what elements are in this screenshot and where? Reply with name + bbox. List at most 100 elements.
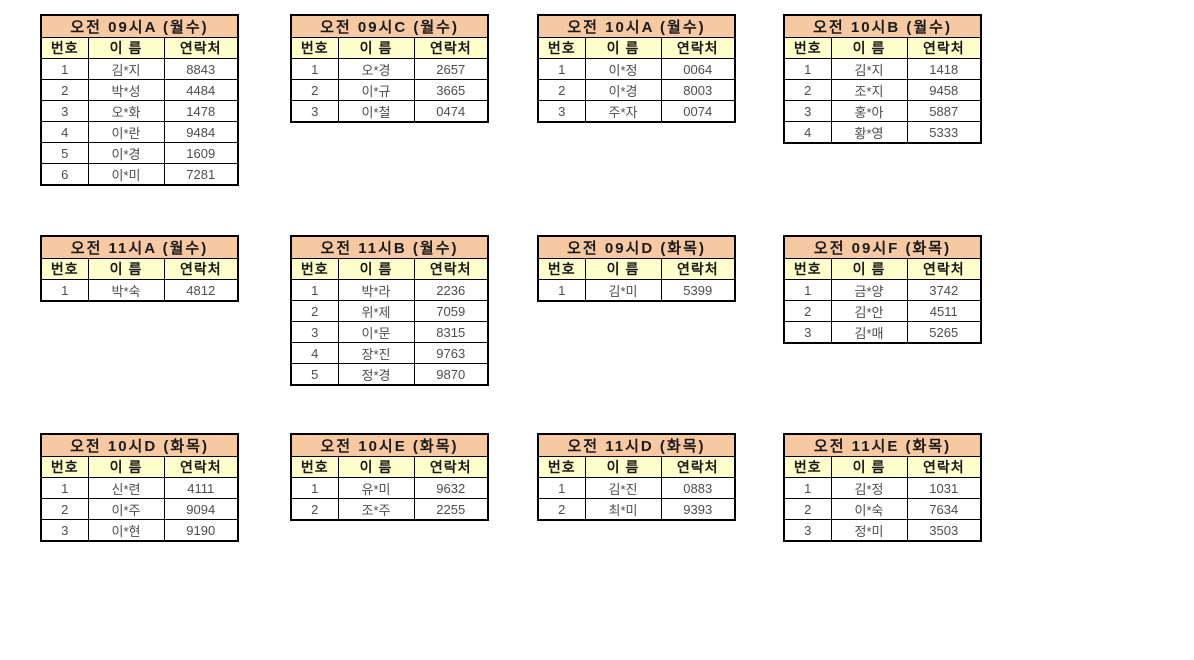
cell-number: 1 xyxy=(290,58,339,80)
cell-number: 5 xyxy=(290,363,339,386)
cell-contact: 9190 xyxy=(163,519,239,542)
cell-number: 2 xyxy=(783,300,832,322)
table-row: 3 김*매 5265 xyxy=(783,321,982,344)
table-row: 1 유*미 9632 xyxy=(290,477,489,499)
table-title-row: 오전 10시D (화목) xyxy=(40,433,239,457)
cell-name: 정*미 xyxy=(830,519,908,542)
column-header-row: 번호 이 름 연락처 xyxy=(290,37,489,59)
cell-contact: 4111 xyxy=(163,477,239,499)
table-row: 1 김*미 5399 xyxy=(537,279,736,302)
table-title: 오전 10시B (월수) xyxy=(783,14,982,38)
cell-contact: 9870 xyxy=(413,363,489,386)
column-header-row: 번호 이 름 연락처 xyxy=(290,258,489,280)
cell-number: 3 xyxy=(783,519,832,542)
cell-number: 3 xyxy=(40,519,89,542)
cell-number: 3 xyxy=(290,321,339,343)
col-header-name: 이 름 xyxy=(584,258,662,280)
col-header-name: 이 름 xyxy=(830,456,908,478)
cell-number: 2 xyxy=(40,498,89,520)
col-header-name: 이 름 xyxy=(830,37,908,59)
table-row: 2 조*주 2255 xyxy=(290,498,489,521)
cell-contact: 8315 xyxy=(413,321,489,343)
cell-number: 2 xyxy=(290,498,339,521)
table-title: 오전 11시A (월수) xyxy=(40,235,239,259)
table-title-row: 오전 11시D (화목) xyxy=(537,433,736,457)
column-header-row: 번호 이 름 연락처 xyxy=(537,258,736,280)
cell-name: 이*철 xyxy=(337,100,415,123)
col-header-number: 번호 xyxy=(537,258,586,280)
cell-number: 1 xyxy=(40,477,89,499)
cell-contact: 2236 xyxy=(413,279,489,301)
table-title: 오전 10시E (화목) xyxy=(290,433,489,457)
col-header-name: 이 름 xyxy=(830,258,908,280)
table-row: 2 김*안 4511 xyxy=(783,300,982,322)
table-title: 오전 10시A (월수) xyxy=(537,14,736,38)
cell-name: 이*규 xyxy=(337,79,415,101)
class-roster-table: 오전 11시B (월수) 번호 이 름 연락처 1 박*라 2236 2 위*제 7059… xyxy=(290,235,489,386)
table-title-row: 오전 11시A (월수) xyxy=(40,235,239,259)
table-row: 2 이*경 8003 xyxy=(537,79,736,101)
cell-number: 2 xyxy=(40,79,89,101)
table-row: 1 신*련 4111 xyxy=(40,477,239,499)
cell-number: 1 xyxy=(290,477,339,499)
class-roster-table: 오전 10시D (화목) 번호 이 름 연락처 1 신*련 4111 2 이*주 9094… xyxy=(40,433,240,542)
cell-name: 신*련 xyxy=(87,477,165,499)
cell-number: 1 xyxy=(783,58,832,80)
class-roster-table: 오전 11시D (화목) 번호 이 름 연락처 1 김*진 0883 2 최*미 9393 xyxy=(537,433,736,521)
table-title: 오전 09시F (화목) xyxy=(783,235,982,259)
col-header-contact: 연락처 xyxy=(413,37,489,59)
col-header-name: 이 름 xyxy=(584,456,662,478)
column-header-row: 번호 이 름 연락처 xyxy=(537,456,736,478)
cell-number: 1 xyxy=(40,58,89,80)
cell-name: 박*라 xyxy=(337,279,415,301)
col-header-number: 번호 xyxy=(290,37,339,59)
table-title-row: 오전 11시B (월수) xyxy=(290,235,489,259)
col-header-name: 이 름 xyxy=(337,37,415,59)
table-title: 오전 11시D (화목) xyxy=(537,433,736,457)
table-title-row: 오전 09시A (월수) xyxy=(40,14,239,38)
col-header-contact: 연락처 xyxy=(906,258,982,280)
cell-name: 황*영 xyxy=(830,121,908,144)
class-roster-table: 오전 11시E (화목) 번호 이 름 연락처 1 김*정 1031 2 이*숙 7634… xyxy=(783,433,983,542)
cell-number: 6 xyxy=(40,163,89,186)
cell-contact: 7281 xyxy=(163,163,239,186)
cell-number: 1 xyxy=(290,279,339,301)
cell-name: 이*란 xyxy=(87,121,165,143)
col-header-number: 번호 xyxy=(40,456,89,478)
table-row: 1 금*양 3742 xyxy=(783,279,982,301)
class-roster-table: 오전 11시A (월수) 번호 이 름 연락처 1 박*숙 4812 xyxy=(40,235,240,302)
table-row: 2 위*제 7059 xyxy=(290,300,489,322)
class-roster-table: 오전 09시C (월수) 번호 이 름 연락처 1 오*경 2657 2 이*규 3665… xyxy=(290,14,490,123)
cell-number: 2 xyxy=(537,79,586,101)
col-header-contact: 연락처 xyxy=(163,37,239,59)
table-row: 2 이*숙 7634 xyxy=(783,498,982,520)
table-row: 3 홍*아 5887 xyxy=(783,100,982,122)
cell-contact: 8003 xyxy=(660,79,736,101)
cell-name: 이*문 xyxy=(337,321,415,343)
col-header-name: 이 름 xyxy=(87,456,165,478)
cell-contact: 4511 xyxy=(906,300,982,322)
table-title-row: 오전 11시E (화목) xyxy=(783,433,982,457)
table-row: 1 오*경 2657 xyxy=(290,58,489,80)
cell-name: 장*진 xyxy=(337,342,415,364)
column-header-row: 번호 이 름 연락처 xyxy=(40,456,239,478)
cell-contact: 4812 xyxy=(163,279,239,302)
cell-contact: 9094 xyxy=(163,498,239,520)
cell-number: 1 xyxy=(783,477,832,499)
cell-number: 1 xyxy=(537,58,586,80)
cell-name: 김*매 xyxy=(830,321,908,344)
col-header-name: 이 름 xyxy=(584,37,662,59)
class-roster-table: 오전 09시A (월수) 번호 이 름 연락처 1 김*지 8843 2 박*성 4484… xyxy=(40,14,239,186)
cell-contact: 1478 xyxy=(163,100,239,122)
cell-contact: 9458 xyxy=(906,79,982,101)
cell-contact: 7634 xyxy=(906,498,982,520)
column-header-row: 번호 이 름 연락처 xyxy=(537,37,736,59)
cell-name: 박*성 xyxy=(87,79,165,101)
table-title-row: 오전 10시A (월수) xyxy=(537,14,736,38)
table-row: 5 정*경 9870 xyxy=(290,363,489,386)
table-title-row: 오전 09시D (화목) xyxy=(537,235,736,259)
col-header-number: 번호 xyxy=(537,456,586,478)
cell-contact: 9393 xyxy=(660,498,736,521)
table-row: 3 오*화 1478 xyxy=(40,100,239,122)
